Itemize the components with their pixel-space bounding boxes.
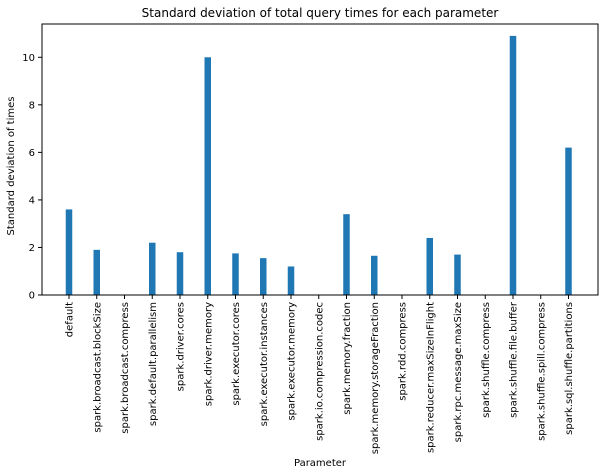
bar-10 [343,214,350,295]
bar-8 [287,266,295,295]
x-tick-label: spark.driver.cores [176,302,187,391]
bar-0 [65,209,73,295]
x-axis: default spark.broadcast.blockSize spark.br… [65,295,575,454]
bar-18 [565,147,572,295]
x-axis-title: Parameter [294,458,347,469]
x-tick-label: spark.io.compression.codec [314,302,325,441]
plot-frame [41,23,599,296]
y-axis-title: Standard deviation of times [6,97,17,236]
bar-1 [93,249,100,295]
bar-13 [426,237,433,295]
x-tick-label: spark.broadcast.compress [120,302,131,434]
y-tick-label: 0 [29,291,35,302]
y-tick-label: 6 [29,148,35,159]
bar-11 [371,255,378,295]
bar-5 [204,57,211,295]
y-axis: 0 2 4 6 8 10 [22,53,42,302]
y-tick-label: 2 [29,243,35,254]
x-tick-label: spark.executor.memory [287,302,298,421]
x-tick-label: spark.memory.fraction [342,302,353,415]
x-tick-label: spark.memory.storageFraction [370,302,381,454]
x-tick-label: spark.default.parallelism [148,302,159,426]
y-tick-label: 4 [29,195,35,206]
x-tick-label: spark.reducer.maxSizeInFlight [425,302,436,453]
bar-7 [260,258,267,295]
x-tick-label: spark.rpc.message.maxSize [453,302,464,442]
x-tick-label: spark.sql.shuffle.partitions [564,302,575,435]
y-tick-label: 10 [22,53,35,64]
bars-layer [65,35,572,296]
x-tick-label: spark.rdd.compress [398,302,409,401]
x-tick-label: default [65,302,76,337]
x-tick-label: spark.executor.cores [231,302,242,406]
y-tick-label: 8 [29,100,35,111]
x-tick-label: spark.broadcast.blockSize [92,302,103,433]
x-tick-label: spark.shuffle.file.buffer [509,301,520,418]
x-tick-label: spark.executor.instances [259,302,270,426]
chart-title: Standard deviation of total query times … [142,6,499,20]
bar-4 [176,252,184,295]
bar-3 [149,242,156,295]
x-tick-label: spark.shuffle.spill.compress [536,302,547,441]
x-tick-label: spark.driver.memory [203,302,214,406]
bar-6 [232,253,239,295]
bar-16 [509,35,517,296]
x-tick-label: spark.shuffle.compress [481,302,492,418]
bar-14 [454,254,461,295]
